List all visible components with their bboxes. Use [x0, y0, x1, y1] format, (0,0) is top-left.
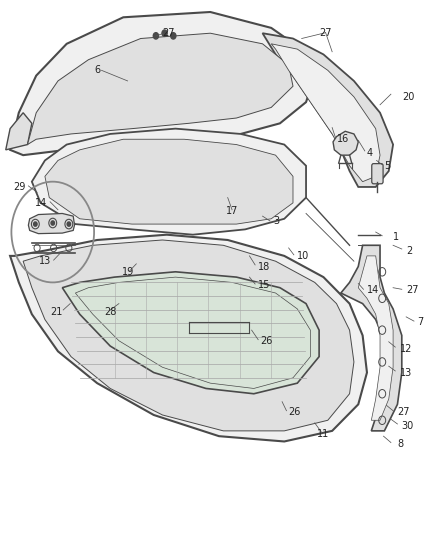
Circle shape [171, 33, 176, 39]
Polygon shape [23, 240, 354, 431]
Polygon shape [341, 245, 402, 431]
Polygon shape [28, 33, 293, 144]
Text: 28: 28 [104, 306, 117, 317]
Text: 21: 21 [50, 306, 62, 317]
Text: 7: 7 [417, 317, 423, 327]
Text: 27: 27 [406, 285, 419, 295]
Text: 15: 15 [258, 280, 271, 290]
Text: 29: 29 [13, 182, 25, 192]
Text: 8: 8 [397, 439, 403, 449]
Polygon shape [262, 33, 393, 187]
Text: 6: 6 [94, 66, 100, 75]
Text: 18: 18 [258, 262, 270, 271]
Text: 13: 13 [399, 368, 412, 377]
Polygon shape [10, 235, 367, 441]
Polygon shape [32, 128, 306, 235]
Polygon shape [45, 139, 293, 224]
Text: 12: 12 [399, 344, 412, 354]
Text: 16: 16 [336, 134, 349, 144]
Polygon shape [333, 131, 358, 155]
Text: 17: 17 [226, 206, 238, 216]
Text: 2: 2 [406, 246, 413, 256]
Text: 27: 27 [319, 28, 332, 38]
Circle shape [153, 33, 159, 39]
Polygon shape [62, 272, 319, 394]
Circle shape [34, 222, 37, 226]
Text: 14: 14 [367, 285, 379, 295]
Circle shape [67, 222, 71, 226]
FancyBboxPatch shape [372, 164, 383, 184]
Text: 1: 1 [393, 232, 399, 243]
Text: 14: 14 [35, 198, 47, 208]
Text: 27: 27 [397, 407, 410, 417]
Circle shape [51, 221, 54, 225]
Text: 3: 3 [273, 216, 279, 227]
Polygon shape [28, 214, 74, 233]
Text: 13: 13 [39, 256, 51, 266]
Text: 11: 11 [317, 429, 329, 439]
Text: 20: 20 [402, 92, 414, 102]
Text: 27: 27 [162, 28, 175, 38]
Circle shape [162, 30, 167, 36]
Polygon shape [10, 12, 315, 155]
Text: 5: 5 [385, 161, 391, 171]
Polygon shape [6, 113, 32, 150]
Text: 19: 19 [121, 267, 134, 277]
Polygon shape [358, 256, 393, 420]
Polygon shape [271, 44, 380, 182]
Text: 26: 26 [289, 407, 301, 417]
Text: 10: 10 [297, 251, 310, 261]
Text: 4: 4 [367, 148, 373, 158]
Text: 26: 26 [260, 336, 273, 346]
Text: 30: 30 [402, 421, 414, 431]
